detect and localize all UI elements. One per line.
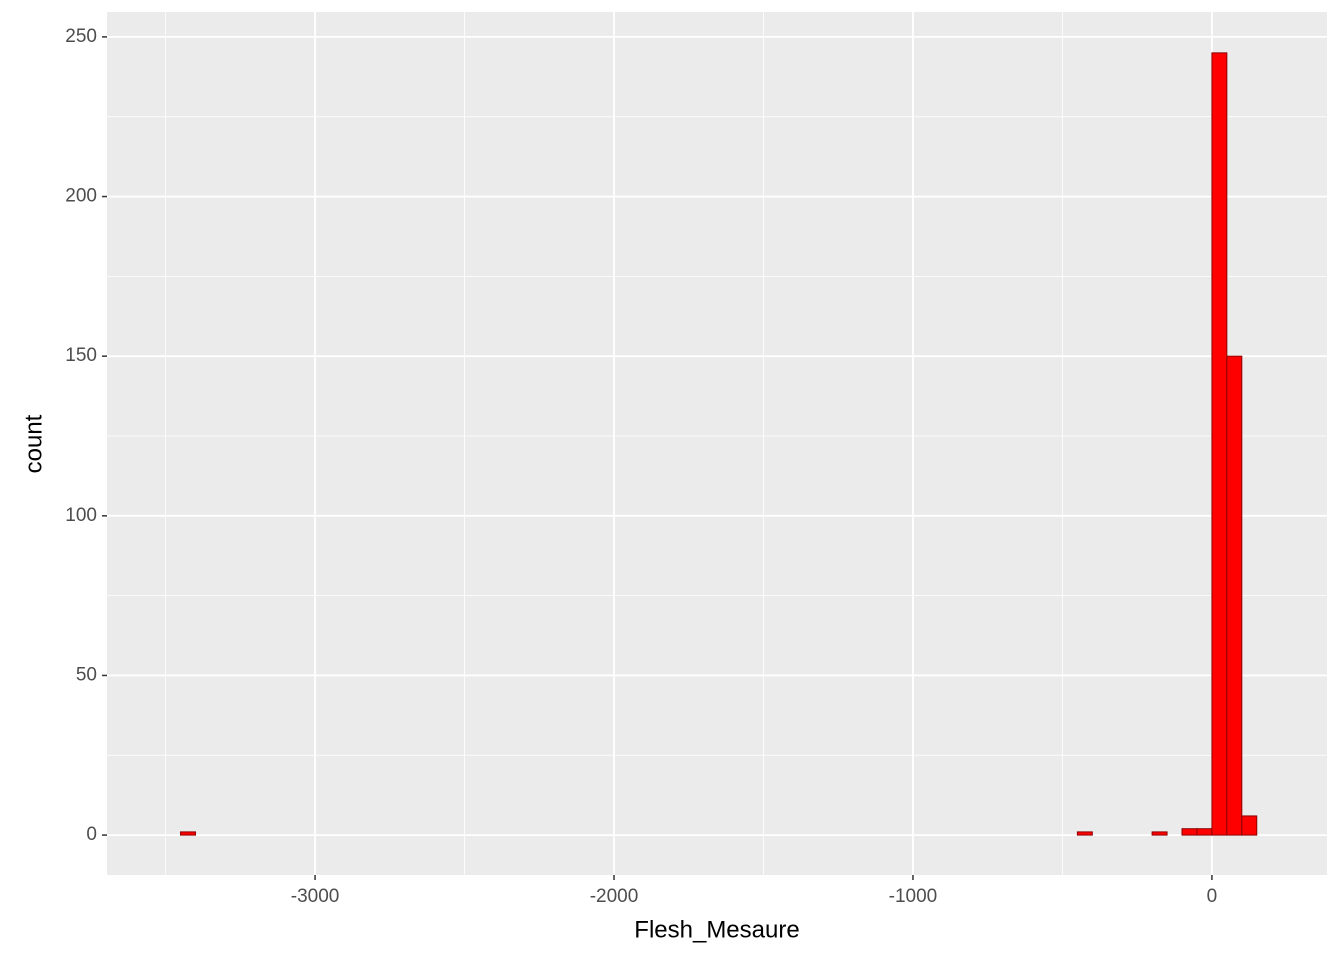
bar — [180, 831, 196, 836]
y-tick-label: 150 — [65, 345, 97, 366]
bar — [1181, 828, 1198, 836]
bar — [1196, 828, 1213, 836]
bar — [1241, 815, 1258, 836]
bar — [1151, 831, 1168, 836]
bar — [1076, 831, 1093, 836]
y-tick-label: 50 — [76, 664, 97, 685]
y-tick-label: 250 — [65, 26, 97, 47]
x-tick-label: 0 — [1207, 886, 1218, 907]
x-axis-title: Flesh_Mesaure — [634, 916, 799, 943]
panel — [107, 12, 1327, 875]
bar — [1211, 52, 1228, 836]
y-tick-label: 0 — [86, 824, 97, 845]
y-tick-label: 200 — [65, 186, 97, 207]
bar — [1226, 355, 1243, 836]
x-tick-label: -3000 — [291, 886, 340, 907]
x-tick-label: -2000 — [590, 886, 639, 907]
y-tick-label: 100 — [65, 505, 97, 526]
x-tick-label: -1000 — [889, 886, 938, 907]
y-axis-title: count — [20, 414, 47, 473]
